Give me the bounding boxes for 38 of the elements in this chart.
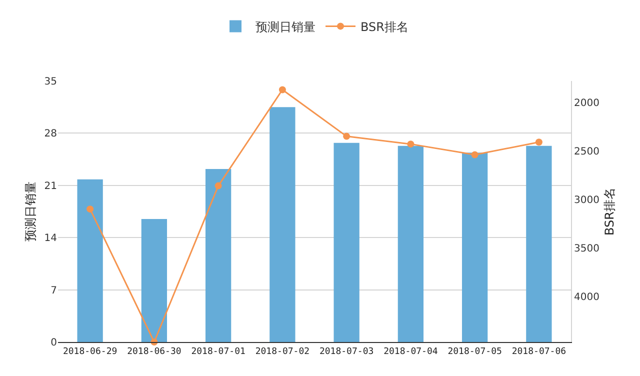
y-tick-label: 28 (44, 128, 57, 140)
bar (77, 179, 103, 342)
y2-tick-label: 3500 (574, 243, 600, 254)
x-tick-label: 2018-07-06 (512, 346, 566, 357)
x-tick-label: 2018-06-30 (127, 346, 182, 357)
point (86, 206, 94, 213)
bar (526, 146, 552, 342)
bar (141, 218, 168, 342)
y2-tick-label: 2000 (574, 98, 600, 109)
point (471, 151, 478, 158)
legend-label: BSR排名 (360, 20, 408, 34)
x-tick-label: 2018-07-05 (448, 346, 502, 357)
y-tick-label: 7 (50, 285, 57, 296)
legend-label: 预测日销量 (256, 20, 316, 34)
x-tick-label: 2018-07-01 (191, 346, 246, 357)
x-tick-label: 2018-06-29 (62, 346, 118, 357)
y-tick-label: 21 (44, 180, 57, 192)
bar (334, 142, 360, 342)
bar (398, 146, 424, 342)
bar (205, 168, 232, 342)
bar (270, 107, 296, 342)
x-tick-label: 2018-07-02 (255, 346, 310, 357)
y2-axis-title: BSR排名 (602, 188, 616, 236)
y-axis-title: 预测日销量 (24, 182, 38, 242)
y2-tick-label: 4000 (574, 292, 600, 303)
y2-tick-label: 3000 (574, 194, 600, 206)
y-tick-label: 0 (50, 338, 57, 348)
point (278, 86, 286, 94)
x-tick-label: 2018-07-03 (319, 346, 374, 357)
bar (462, 152, 488, 342)
y2-tick-label: 2500 (574, 146, 600, 158)
point (407, 140, 414, 148)
y-tick-label: 35 (44, 76, 57, 88)
point (343, 132, 350, 140)
point (535, 138, 542, 146)
x-tick-label: 2018-07-04 (384, 346, 438, 357)
y-tick-label: 14 (44, 233, 57, 244)
point (214, 182, 222, 190)
